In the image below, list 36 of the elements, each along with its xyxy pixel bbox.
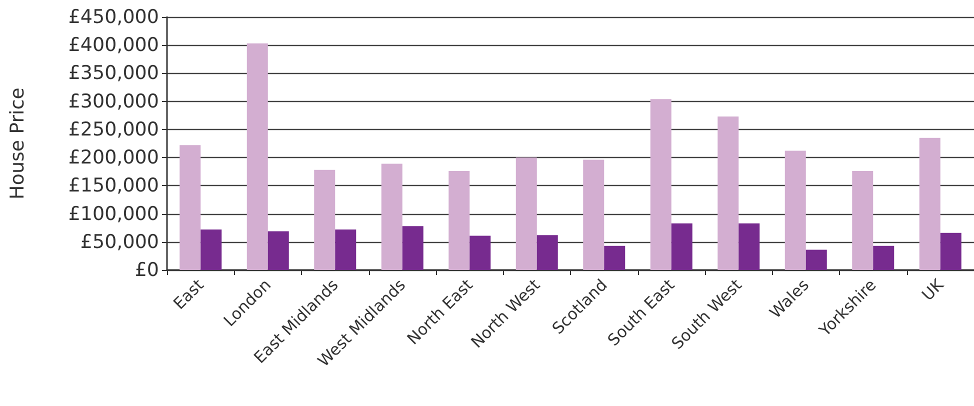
y-tick-label: £200,000	[68, 146, 159, 169]
bar	[516, 158, 537, 270]
bar	[806, 250, 827, 270]
y-tick-label: £0	[134, 259, 159, 281]
bar	[335, 230, 356, 270]
y-axis-title: House Price	[6, 88, 28, 200]
bar	[873, 246, 894, 270]
bar	[180, 145, 201, 270]
bar	[536, 235, 558, 270]
y-tick-label: £400,000	[68, 34, 159, 56]
y-tick-label: £450,000	[68, 6, 159, 28]
x-tick-label: UK	[918, 274, 948, 304]
bar	[852, 171, 874, 270]
bar	[381, 164, 402, 270]
bar	[470, 236, 491, 270]
bar	[738, 223, 760, 270]
bar	[919, 138, 940, 270]
bar	[650, 99, 672, 270]
bar	[604, 246, 626, 270]
y-tick-label: £350,000	[68, 62, 159, 84]
bar	[448, 171, 470, 270]
y-tick-label: £150,000	[68, 174, 159, 197]
bar	[402, 226, 424, 270]
bar	[583, 160, 604, 270]
bar	[268, 231, 289, 270]
bar	[671, 223, 692, 270]
bar	[718, 116, 739, 270]
bar	[314, 170, 336, 270]
y-tick-label: £100,000	[68, 202, 159, 225]
y-tick-label: £250,000	[68, 118, 159, 140]
y-tick-label: £50,000	[80, 230, 159, 253]
bar	[940, 232, 962, 270]
y-tick-label: £300,000	[68, 90, 159, 112]
bar	[246, 43, 268, 270]
bar	[784, 150, 806, 270]
bar	[200, 230, 222, 270]
